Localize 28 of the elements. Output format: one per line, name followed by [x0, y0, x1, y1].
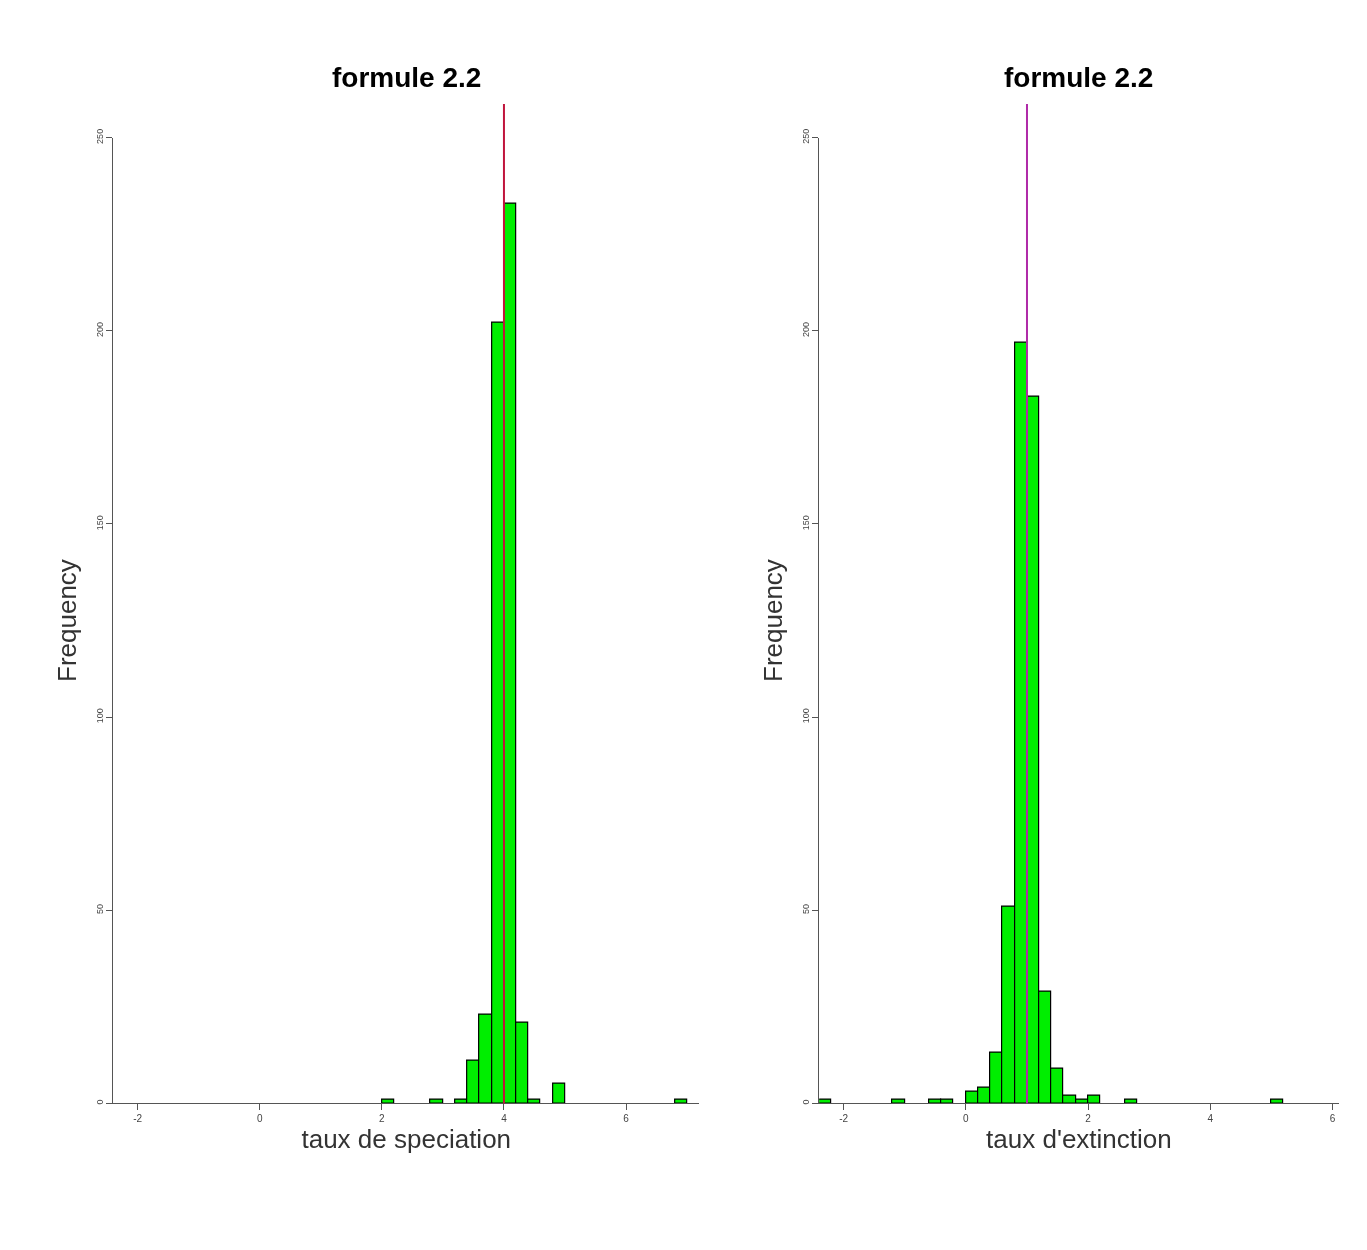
- y-tick-label: 100: [94, 708, 105, 724]
- x-tick-label: 0: [963, 1113, 970, 1125]
- y-tick-label: 200: [94, 321, 105, 338]
- x-tick-label: 6: [623, 1113, 630, 1125]
- y-tick-label: 0: [94, 1099, 105, 1105]
- x-tick-label: 4: [1207, 1113, 1214, 1125]
- x-tick-label: 0: [256, 1113, 263, 1125]
- x-tick-label: -2: [133, 1113, 143, 1125]
- x-tick-label: 2: [379, 1113, 386, 1125]
- x-axis-title: taux de speciation: [301, 1124, 512, 1155]
- chart-title: formule 2.2: [332, 62, 482, 93]
- y-tick-label: 150: [94, 515, 105, 531]
- y-axis-title: Frequency: [52, 559, 83, 682]
- y-axis-title: Frequency: [758, 559, 788, 682]
- chart-title: formule 2.2: [1004, 62, 1154, 93]
- y-tick-label: 50: [94, 903, 105, 914]
- x-tick-label: 6: [1329, 1113, 1336, 1125]
- y-tick-label: 50: [800, 903, 811, 914]
- x-tick-label: 2: [1085, 1113, 1092, 1125]
- y-tick-label: 250: [800, 128, 811, 144]
- y-tick-label: 250: [94, 128, 105, 144]
- y-tick-label: 0: [800, 1099, 811, 1105]
- y-tick-label: 150: [800, 515, 811, 531]
- y-tick-label: 200: [800, 321, 811, 338]
- x-tick-label: 4: [501, 1113, 508, 1125]
- x-tick-label: -2: [839, 1113, 849, 1125]
- y-tick-label: 100: [800, 708, 811, 724]
- x-axis-title: taux d'extinction: [986, 1124, 1172, 1155]
